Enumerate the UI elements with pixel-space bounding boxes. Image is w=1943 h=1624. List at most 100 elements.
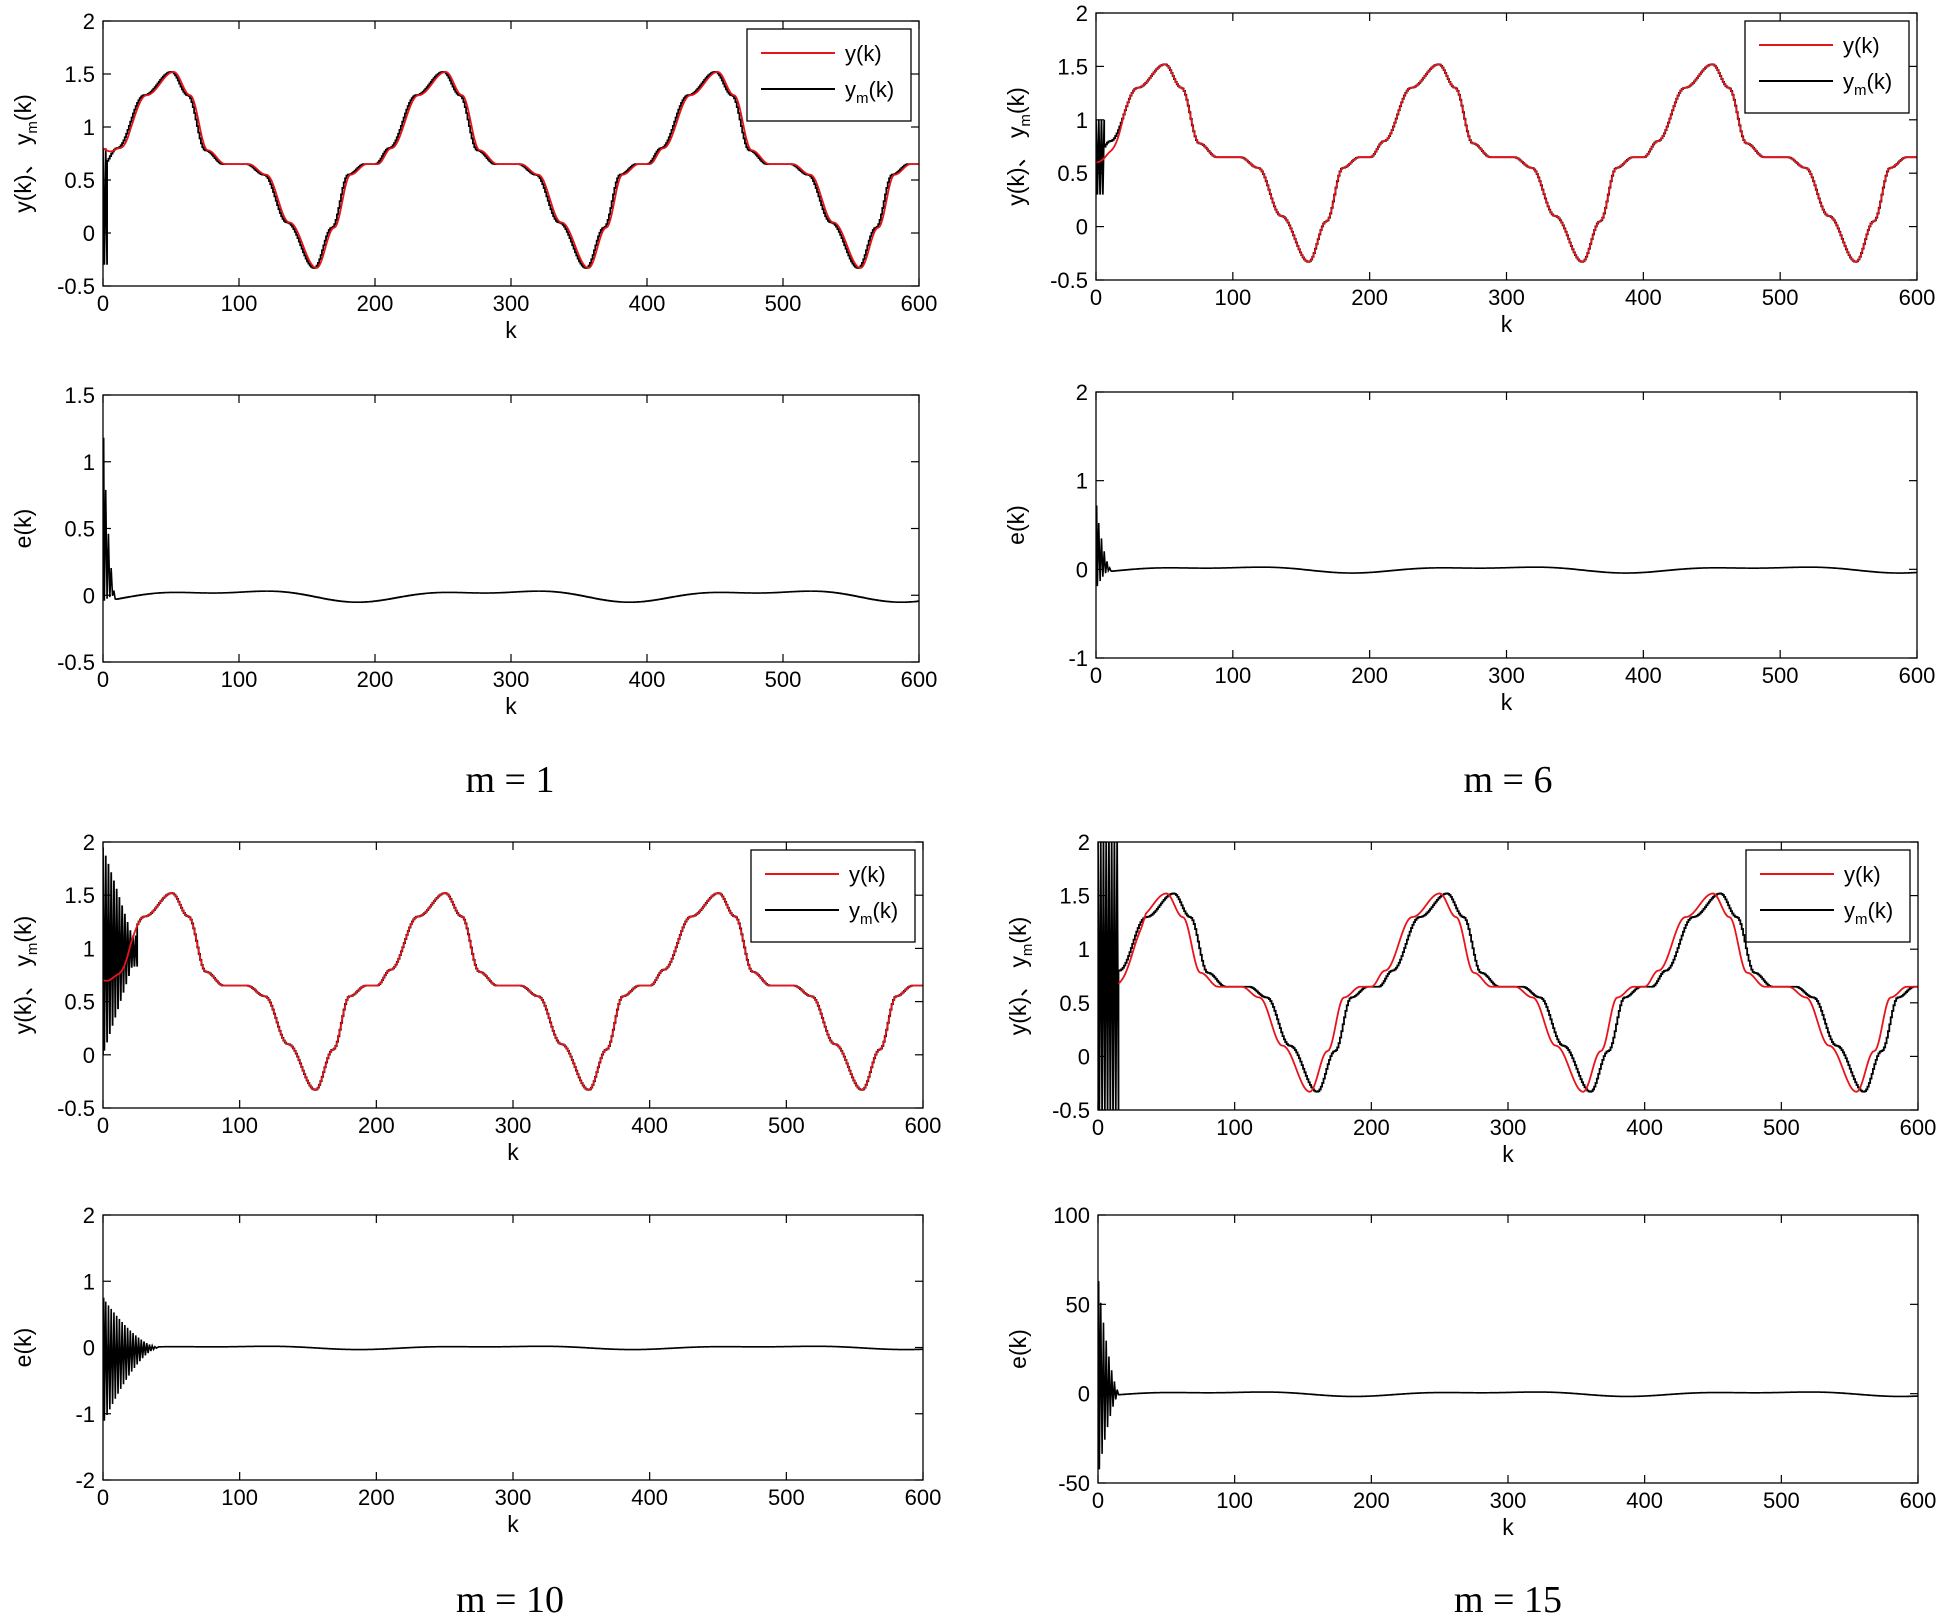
y-axis-label: y(k)、 ym(k) xyxy=(10,94,41,213)
x-tick-label: 300 xyxy=(495,1113,532,1138)
x-tick-label: 100 xyxy=(221,667,258,692)
y-tick-label: 0 xyxy=(83,221,95,246)
legend-box xyxy=(746,28,912,122)
y-tick-label: 0 xyxy=(1078,1044,1090,1069)
x-tick-label: 200 xyxy=(358,1113,395,1138)
x-tick-label: 200 xyxy=(1351,285,1388,310)
x-tick-label: 0 xyxy=(97,1113,109,1138)
x-tick-label: 0 xyxy=(97,1485,109,1510)
y-tick-label: 0.5 xyxy=(64,990,95,1015)
legend-entry: y(k) xyxy=(845,41,882,66)
legend-entry: y(k) xyxy=(849,862,886,887)
y-tick-label: 1.5 xyxy=(64,62,95,87)
y-tick-label: -0.5 xyxy=(1052,1098,1090,1123)
y-tick-label: 0 xyxy=(1076,215,1088,240)
x-axis-label: k xyxy=(1501,311,1513,337)
legend-entry: ym(k) xyxy=(845,77,894,107)
axes-frame xyxy=(1097,1214,1919,1484)
legend-entry: ym(k) xyxy=(849,898,898,928)
x-tick-label: 200 xyxy=(357,667,394,692)
y-tick-label: 0.5 xyxy=(64,168,95,193)
y-tick-label: 1 xyxy=(83,450,95,475)
x-tick-label: 0 xyxy=(97,667,109,692)
y-axis-label: y(k)、 ym(k) xyxy=(1005,917,1036,1036)
y-tick-label: 0 xyxy=(1078,1382,1090,1407)
legend-entry: y(k) xyxy=(1844,862,1881,887)
y-tick-label: -1 xyxy=(75,1402,95,1427)
x-tick-label: 200 xyxy=(357,291,394,316)
y-tick-label: 1 xyxy=(1076,108,1088,133)
x-axis-label: k xyxy=(1502,1514,1514,1540)
y-tick-label: 1 xyxy=(1078,937,1090,962)
x-tick-label: 400 xyxy=(631,1113,668,1138)
legend-box xyxy=(1744,20,1910,114)
x-tick-label: 600 xyxy=(905,1485,942,1510)
plot-area xyxy=(103,847,923,1091)
y-tick-label: -1 xyxy=(1068,646,1088,671)
y-tick-label: 1.5 xyxy=(64,883,95,908)
y-tick-label: -0.5 xyxy=(57,274,95,299)
y-tick-label: 0.5 xyxy=(1057,161,1088,186)
x-tick-label: 0 xyxy=(1092,1488,1104,1513)
x-tick-label: 500 xyxy=(765,291,802,316)
y-axis-label: y(k)、 ym(k) xyxy=(1003,87,1034,206)
legend-box xyxy=(750,849,916,943)
y-tick-label: 0 xyxy=(83,1043,95,1068)
plot-area xyxy=(1096,505,1917,587)
y-tick-label: -0.5 xyxy=(57,650,95,675)
axes-frame xyxy=(102,394,920,663)
y-tick-label: 0 xyxy=(83,583,95,608)
x-axis-label: k xyxy=(507,1511,519,1537)
x-tick-label: 600 xyxy=(901,291,938,316)
y-tick-label: 1.5 xyxy=(1057,54,1088,79)
caption-m6: m = 6 xyxy=(1464,759,1553,801)
legend: y(k) ym(k) xyxy=(750,849,916,943)
y-tick-label: 0 xyxy=(1076,557,1088,582)
y-tick-label: 50 xyxy=(1066,1292,1090,1317)
x-tick-label: 500 xyxy=(768,1485,805,1510)
y-tick-label: 2 xyxy=(83,9,95,34)
x-tick-label: 600 xyxy=(901,667,938,692)
x-tick-label: 600 xyxy=(1900,1115,1937,1140)
legend: y(k) ym(k) xyxy=(1745,849,1911,943)
plot-area xyxy=(1098,842,1918,1110)
series-e xyxy=(103,1297,923,1421)
x-tick-label: 300 xyxy=(493,291,530,316)
legend: y(k) ym(k) xyxy=(1744,20,1910,114)
x-tick-label: 300 xyxy=(1490,1115,1527,1140)
x-axis-label: k xyxy=(1501,689,1513,715)
x-tick-label: 100 xyxy=(221,1113,258,1138)
x-tick-label: 0 xyxy=(1092,1115,1104,1140)
x-tick-label: 100 xyxy=(1216,1115,1253,1140)
y-axis-label: e(k) xyxy=(10,509,36,549)
x-tick-label: 500 xyxy=(1762,663,1799,688)
y-tick-label: 2 xyxy=(83,1203,95,1228)
plot-area xyxy=(103,1297,923,1421)
x-tick-label: 0 xyxy=(1090,663,1102,688)
y-tick-label: 1.5 xyxy=(64,383,95,408)
series-y xyxy=(103,892,923,1091)
x-tick-label: 300 xyxy=(1488,663,1525,688)
y-tick-label: 2 xyxy=(1078,830,1090,855)
y-axis-label: e(k) xyxy=(10,1328,36,1368)
x-axis-label: k xyxy=(1502,1141,1514,1167)
y-axis-label: e(k) xyxy=(1003,505,1029,545)
x-axis-label: k xyxy=(505,317,517,343)
y-tick-label: -0.5 xyxy=(57,1096,95,1121)
x-tick-label: 100 xyxy=(1216,1488,1253,1513)
x-tick-label: 500 xyxy=(1763,1115,1800,1140)
x-tick-label: 500 xyxy=(1762,285,1799,310)
y-tick-label: -50 xyxy=(1058,1471,1090,1496)
legend-entry: ym(k) xyxy=(1843,69,1892,99)
caption-m10: m = 10 xyxy=(456,1579,564,1621)
x-tick-label: 400 xyxy=(1625,285,1662,310)
y-tick-label: -2 xyxy=(75,1468,95,1493)
x-tick-label: 600 xyxy=(905,1113,942,1138)
x-tick-label: 200 xyxy=(1351,663,1388,688)
y-axis-label: y(k)、 ym(k) xyxy=(10,916,41,1035)
x-tick-label: 600 xyxy=(1899,285,1936,310)
